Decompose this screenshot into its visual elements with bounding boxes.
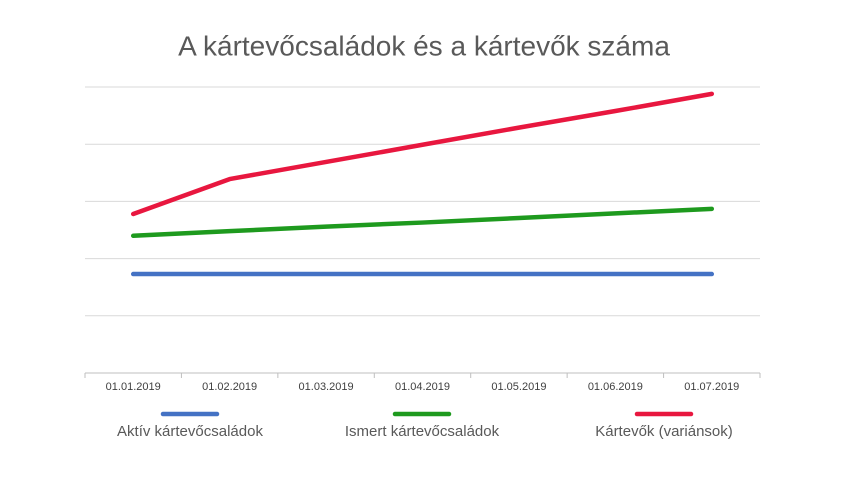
x-tick-label: 01.01.2019 <box>106 381 161 393</box>
chart-title: A kártevőcsaládok és a kártevők száma <box>178 30 670 61</box>
x-tick-label: 01.04.2019 <box>395 381 450 393</box>
series-line <box>130 91 715 217</box>
x-tick-label: 01.02.2019 <box>202 381 257 393</box>
x-tick-label: 01.03.2019 <box>299 381 354 393</box>
legend-label: Aktív kártevőcsaládok <box>117 423 263 440</box>
legend-label: Ismert kártevőcsaládok <box>345 423 500 440</box>
x-tick-label: 01.06.2019 <box>588 381 643 393</box>
series-line <box>130 206 715 238</box>
x-tick-label: 01.05.2019 <box>491 381 546 393</box>
x-tick-label: 01.07.2019 <box>684 381 739 393</box>
legend-label: Kártevők (variánsok) <box>595 423 733 440</box>
